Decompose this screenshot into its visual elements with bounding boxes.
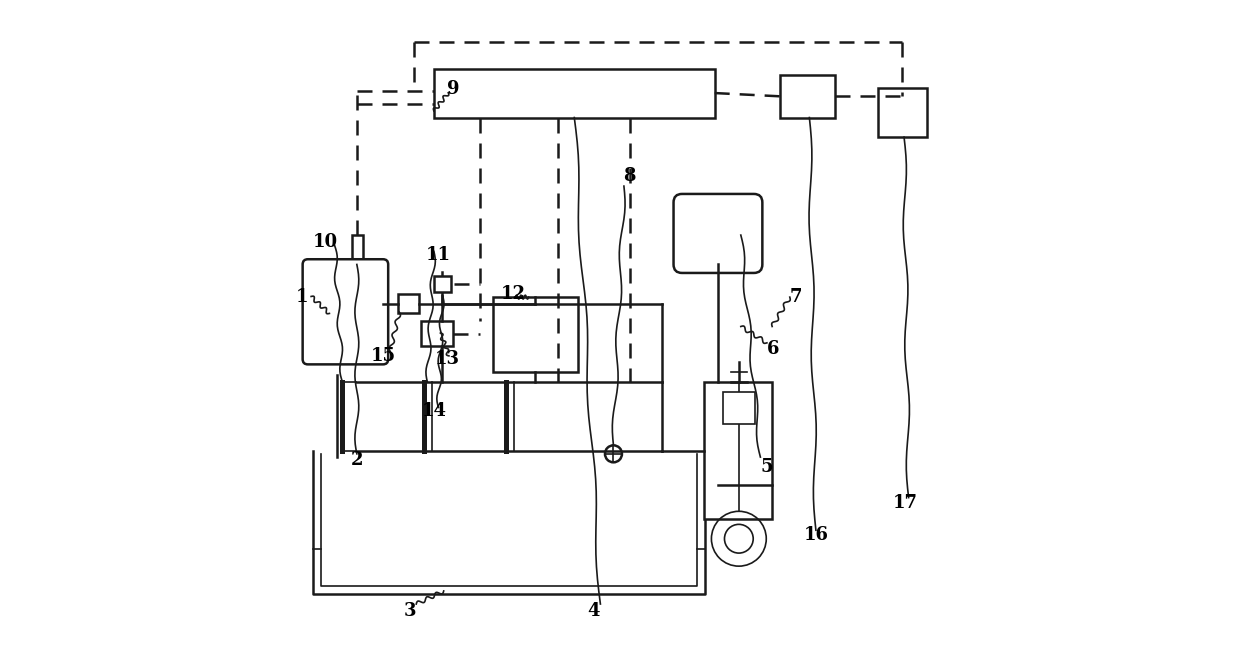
Text: 12: 12: [501, 285, 526, 303]
Bar: [434, 69, 714, 118]
FancyBboxPatch shape: [303, 259, 388, 364]
Text: 8: 8: [624, 167, 636, 185]
Text: 15: 15: [371, 347, 396, 365]
Text: 4: 4: [588, 601, 600, 620]
Text: 10: 10: [312, 232, 337, 251]
Bar: [878, 88, 928, 137]
Text: 9: 9: [448, 80, 460, 99]
Text: 3: 3: [403, 601, 415, 620]
Text: 11: 11: [427, 246, 451, 264]
Text: 14: 14: [422, 402, 446, 421]
Bar: [420, 321, 454, 346]
Text: 1: 1: [295, 288, 309, 306]
Bar: [723, 392, 755, 424]
Text: 16: 16: [804, 526, 828, 545]
Text: 13: 13: [434, 350, 460, 368]
FancyBboxPatch shape: [673, 194, 763, 273]
Text: 2: 2: [351, 451, 363, 470]
Bar: [398, 294, 419, 313]
Text: 17: 17: [893, 494, 918, 512]
Bar: [703, 382, 773, 519]
Text: 6: 6: [768, 340, 780, 358]
Text: 5: 5: [760, 458, 774, 476]
Bar: [780, 75, 836, 118]
Bar: [352, 235, 363, 264]
Bar: [492, 297, 578, 372]
Text: 7: 7: [790, 288, 802, 306]
